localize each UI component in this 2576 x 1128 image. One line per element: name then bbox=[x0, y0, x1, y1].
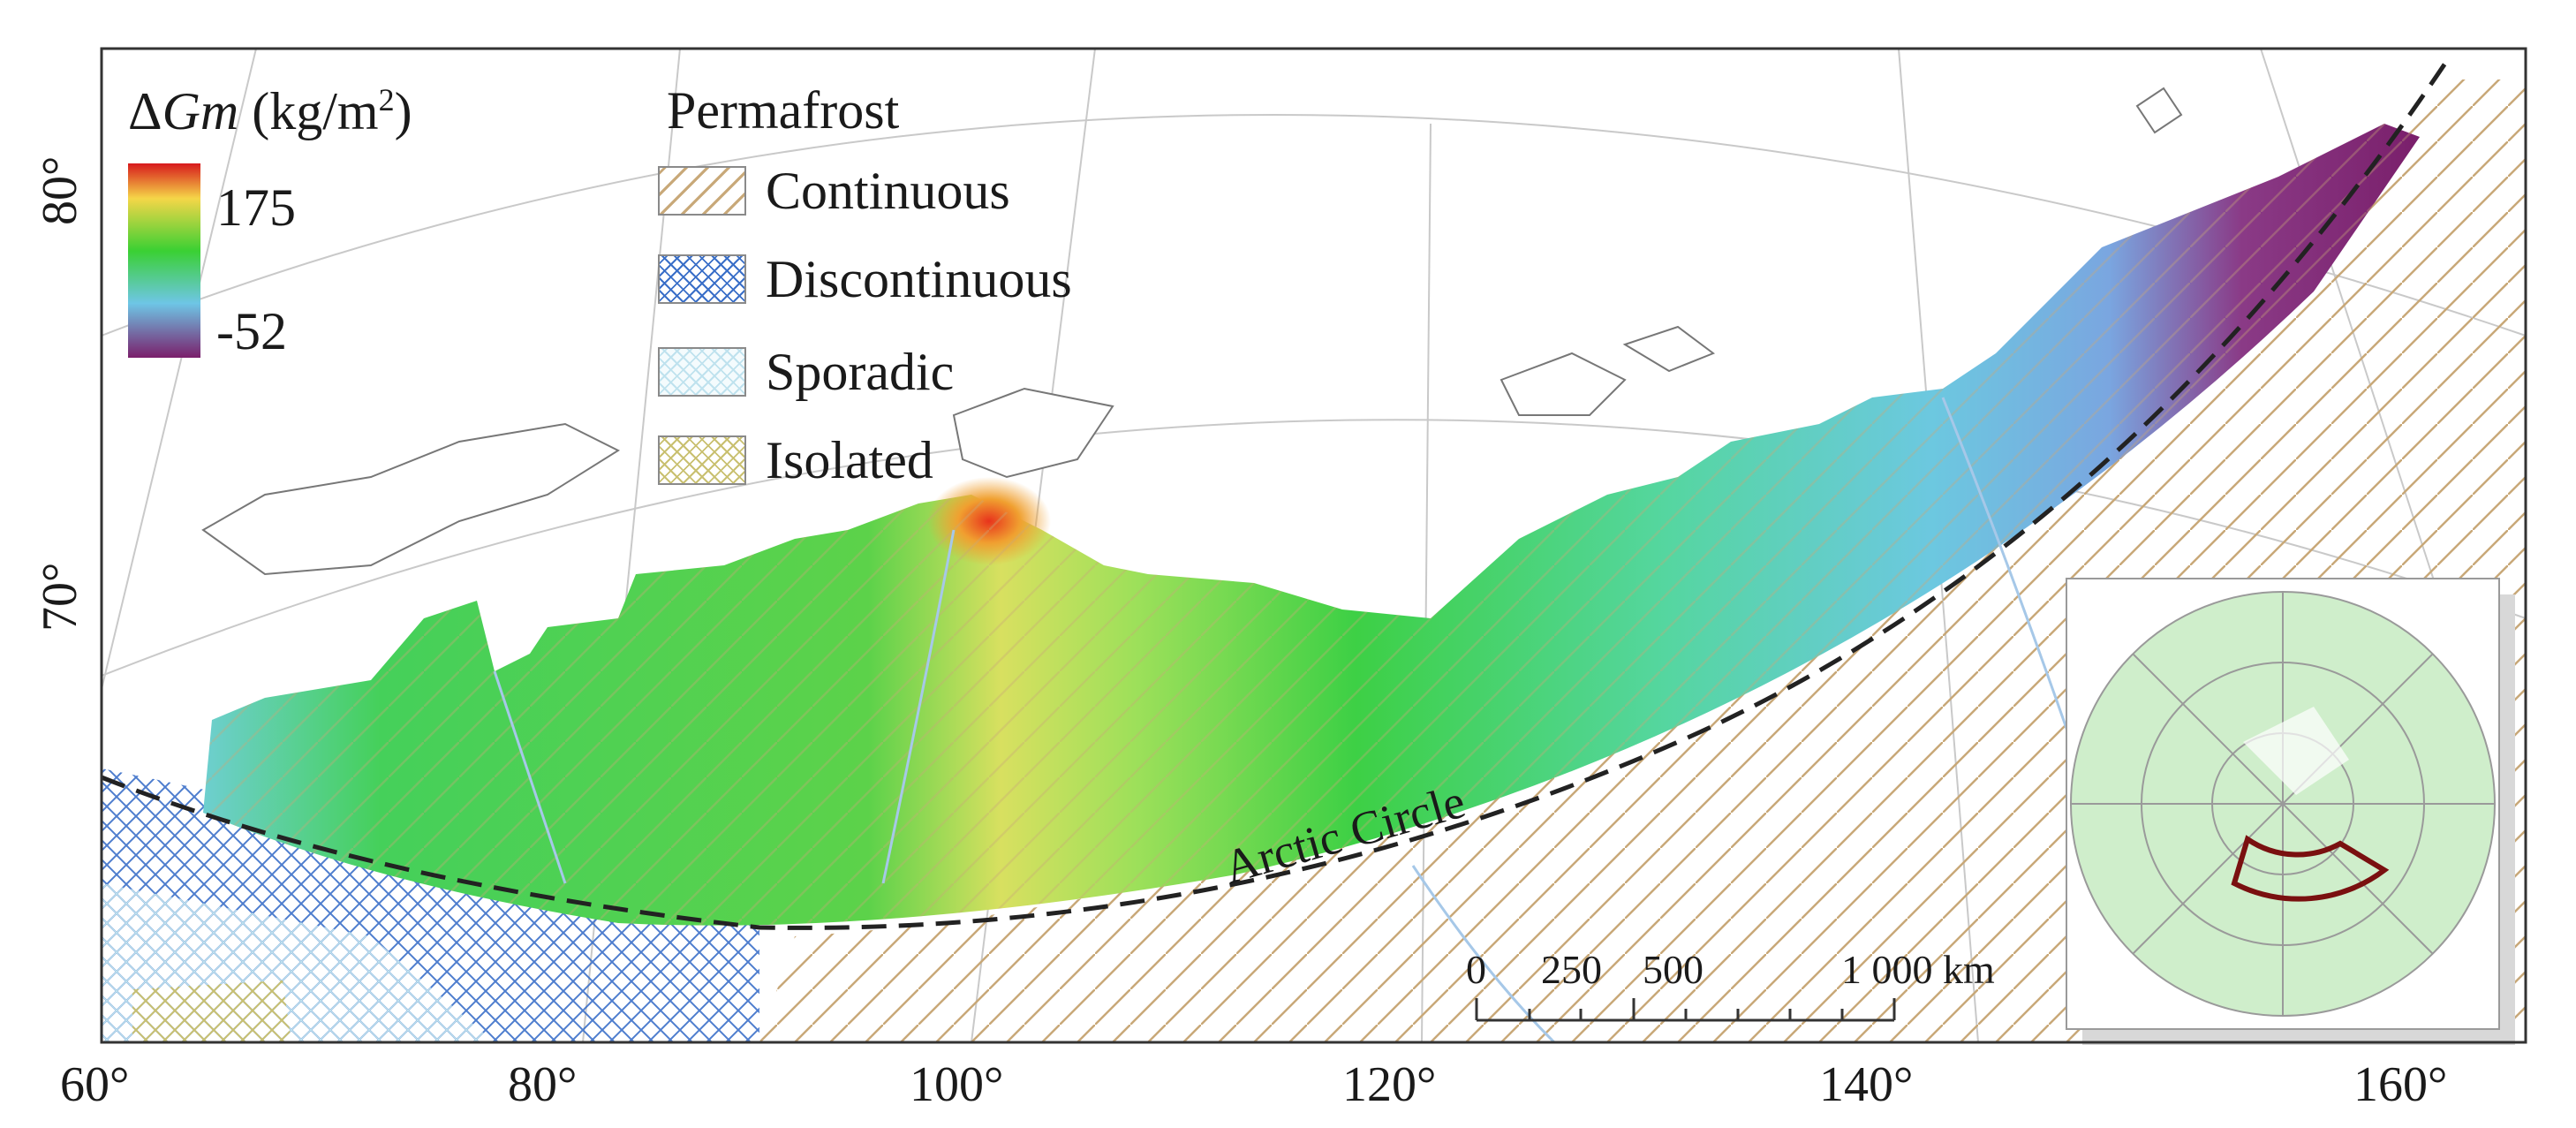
sporadic-swatch bbox=[658, 347, 746, 397]
legend-label-continuous: Continuous bbox=[766, 162, 1010, 220]
scale-label-1000: 1 000 km bbox=[1841, 947, 1995, 992]
discontinuous-swatch bbox=[658, 254, 746, 304]
map-frame bbox=[100, 47, 2527, 1044]
lon-tick-140: 140° bbox=[1819, 1057, 1914, 1112]
legend-item-continuous: Continuous bbox=[658, 163, 1010, 218]
lon-tick-120: 120° bbox=[1342, 1057, 1437, 1112]
scale-label-0: 0 bbox=[1466, 947, 1486, 992]
lon-tick-80: 80° bbox=[508, 1057, 578, 1112]
colorbar-title-sup: 2 bbox=[378, 82, 395, 117]
legend-item-sporadic: Sporadic bbox=[658, 344, 954, 399]
colorbar-title-var: Gm bbox=[162, 82, 239, 140]
lat-tick-70: 70° bbox=[33, 562, 87, 632]
coastlines bbox=[201, 87, 2183, 576]
scale-bar bbox=[1475, 998, 1896, 1022]
lon-tick-100: 100° bbox=[910, 1057, 1004, 1112]
continuous-swatch bbox=[658, 166, 746, 216]
lon-tick-160: 160° bbox=[2353, 1057, 2448, 1112]
arctic-circle-line bbox=[101, 60, 2449, 930]
scale-label-500: 500 bbox=[1643, 947, 1703, 992]
scale-label-250: 250 bbox=[1541, 947, 1602, 992]
legend-label-isolated: Isolated bbox=[766, 431, 933, 489]
legend-item-discontinuous: Discontinuous bbox=[658, 252, 1072, 307]
inset-map bbox=[2066, 578, 2515, 1045]
permafrost-isolated bbox=[132, 980, 291, 1042]
colorbar-title-close: ) bbox=[394, 82, 412, 140]
colorbar-title-unit: (kg/m bbox=[252, 82, 379, 140]
permafrost-legend-title: Permafrost bbox=[667, 81, 900, 140]
legend-label-sporadic: Sporadic bbox=[766, 343, 955, 401]
colorbar-max-label: 175 bbox=[216, 178, 296, 237]
lon-tick-60: 60° bbox=[60, 1057, 130, 1112]
colorbar-title: ΔGm (kg/m2) bbox=[128, 84, 412, 138]
colorbar-title-symbol: Δ bbox=[128, 82, 162, 140]
isolated-swatch bbox=[658, 435, 746, 485]
colorbar-min-label: -52 bbox=[216, 302, 287, 360]
legend-item-isolated: Isolated bbox=[658, 433, 933, 488]
lat-tick-80: 80° bbox=[33, 155, 87, 225]
colorbar bbox=[128, 163, 200, 358]
legend-label-discontinuous: Discontinuous bbox=[766, 250, 1072, 308]
field-hatch-overlay bbox=[203, 124, 2420, 926]
